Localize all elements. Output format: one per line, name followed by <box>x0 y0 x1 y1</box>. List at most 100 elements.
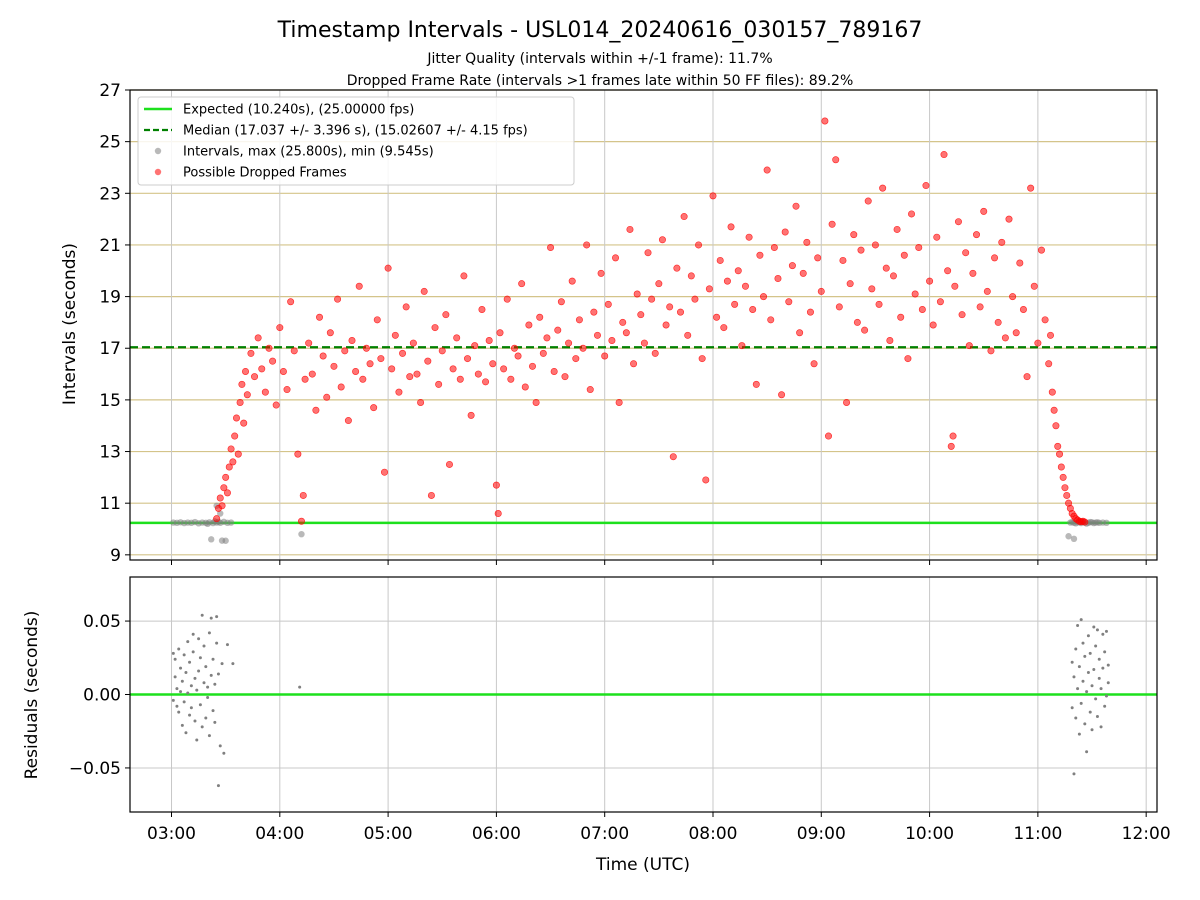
dropped-frame-point <box>799 269 807 277</box>
dropped-frame-point <box>316 313 324 321</box>
dropped-frame-point <box>1059 473 1067 481</box>
residual-point <box>1079 701 1083 705</box>
dropped-frame-point <box>269 357 277 365</box>
dropped-frame-point <box>922 182 930 190</box>
x-tick-label: 12:00 <box>1122 824 1171 844</box>
dropped-frame-point <box>1023 373 1031 381</box>
dropped-frame-point <box>216 494 224 502</box>
dropped-frame-point <box>893 225 901 233</box>
x-tick-label: 03:00 <box>147 824 196 844</box>
residual-point <box>186 691 190 695</box>
residual-point <box>215 641 219 645</box>
dropped-frame-point <box>723 277 731 285</box>
dropped-frame-point <box>832 156 840 164</box>
dropped-frame-point <box>220 484 228 492</box>
residual-point <box>188 660 192 664</box>
residual-point <box>209 673 213 677</box>
residual-point <box>1085 750 1089 754</box>
dropped-frame-point <box>1016 259 1024 267</box>
residual-point <box>213 720 217 724</box>
dropped-frame-point <box>1009 293 1017 301</box>
dropped-frame-point <box>785 298 793 306</box>
dropped-frame-point <box>431 324 439 332</box>
dropped-frame-point <box>680 213 688 221</box>
residual-point <box>215 615 219 619</box>
dropped-frame-point <box>760 293 768 301</box>
dropped-frame-point <box>864 197 872 205</box>
dropped-frame-point <box>326 329 334 337</box>
dropped-frame-point <box>427 491 435 499</box>
top-plot-frame <box>129 89 1158 561</box>
dropped-frame-point <box>366 360 374 368</box>
dropped-frame-point <box>1001 334 1009 342</box>
chart-subtitle-line-1: Jitter Quality (intervals within +/-1 fr… <box>426 51 772 67</box>
dropped-frame-point <box>225 463 233 471</box>
dropped-frame-point <box>651 349 659 357</box>
residual-point <box>1088 710 1092 714</box>
dropped-frame-point <box>731 300 739 308</box>
residual-point <box>225 643 229 647</box>
residual-point <box>207 734 211 738</box>
dropped-frame-point <box>467 411 475 419</box>
dropped-frame-point <box>796 329 804 337</box>
residual-point <box>1106 681 1110 685</box>
dropped-frame-point <box>788 262 796 270</box>
residual-point <box>1099 725 1103 729</box>
dropped-frame-point <box>222 473 230 481</box>
interval-point <box>1065 533 1072 540</box>
residual-point <box>1092 625 1096 629</box>
dropped-frame-point <box>857 246 865 254</box>
x-tick-label: 04:00 <box>255 824 304 844</box>
dropped-frame-point <box>272 401 280 409</box>
dropped-frame-point <box>814 254 822 262</box>
residual-point <box>193 676 197 680</box>
dropped-frame-point <box>352 367 360 375</box>
residual-point <box>195 738 199 742</box>
dropped-frame-point <box>644 249 652 257</box>
dropped-frame-point <box>619 318 627 326</box>
residual-point <box>189 684 193 688</box>
dropped-frame-point <box>518 280 526 288</box>
dropped-frame-point <box>741 282 749 290</box>
dropped-frame-point <box>666 303 674 311</box>
residual-point <box>1106 663 1110 667</box>
dropped-frame-point <box>254 334 262 342</box>
residual-point <box>1104 694 1108 698</box>
dropped-frame-point <box>532 398 540 406</box>
x-tick-label: 11:00 <box>1013 824 1062 844</box>
residual-point <box>171 698 175 702</box>
dropped-frame-point <box>1019 306 1027 314</box>
dropped-frame-point <box>514 352 522 360</box>
dropped-frame-point <box>962 249 970 257</box>
dropped-frame-point <box>947 442 955 450</box>
dropped-frame-point <box>915 244 923 252</box>
dropped-frame-point <box>756 251 764 259</box>
residual-point <box>1070 706 1074 710</box>
dropped-frame-point <box>380 468 388 476</box>
residual-point <box>1090 684 1094 688</box>
dropped-frame-point <box>1005 215 1013 223</box>
x-tick-label: 06:00 <box>472 824 521 844</box>
dropped-frame-point <box>492 481 500 489</box>
residual-point <box>1097 676 1101 680</box>
dropped-frame-point <box>626 225 634 233</box>
dropped-frame-point <box>713 313 721 321</box>
residual-point <box>179 690 183 694</box>
dropped-frame-point <box>550 367 558 375</box>
dropped-frame-point <box>630 360 638 368</box>
dropped-frame-point <box>720 324 728 332</box>
dropped-frame-point <box>456 375 464 383</box>
dropped-frame-point <box>482 378 490 386</box>
dropped-frame-point <box>918 306 926 314</box>
residual-point <box>200 725 204 729</box>
residual-point <box>1083 654 1087 658</box>
dropped-frame-point <box>525 321 533 329</box>
dropped-frame-point <box>238 380 246 388</box>
dropped-frame-point <box>1041 316 1049 324</box>
dropped-frame-point <box>247 349 255 357</box>
dropped-frame-point <box>583 241 591 249</box>
x-tick-label: 09:00 <box>797 824 846 844</box>
dropped-frame-point <box>507 375 515 383</box>
dropped-frame-point <box>474 370 482 378</box>
dropped-frame-point <box>503 295 511 303</box>
